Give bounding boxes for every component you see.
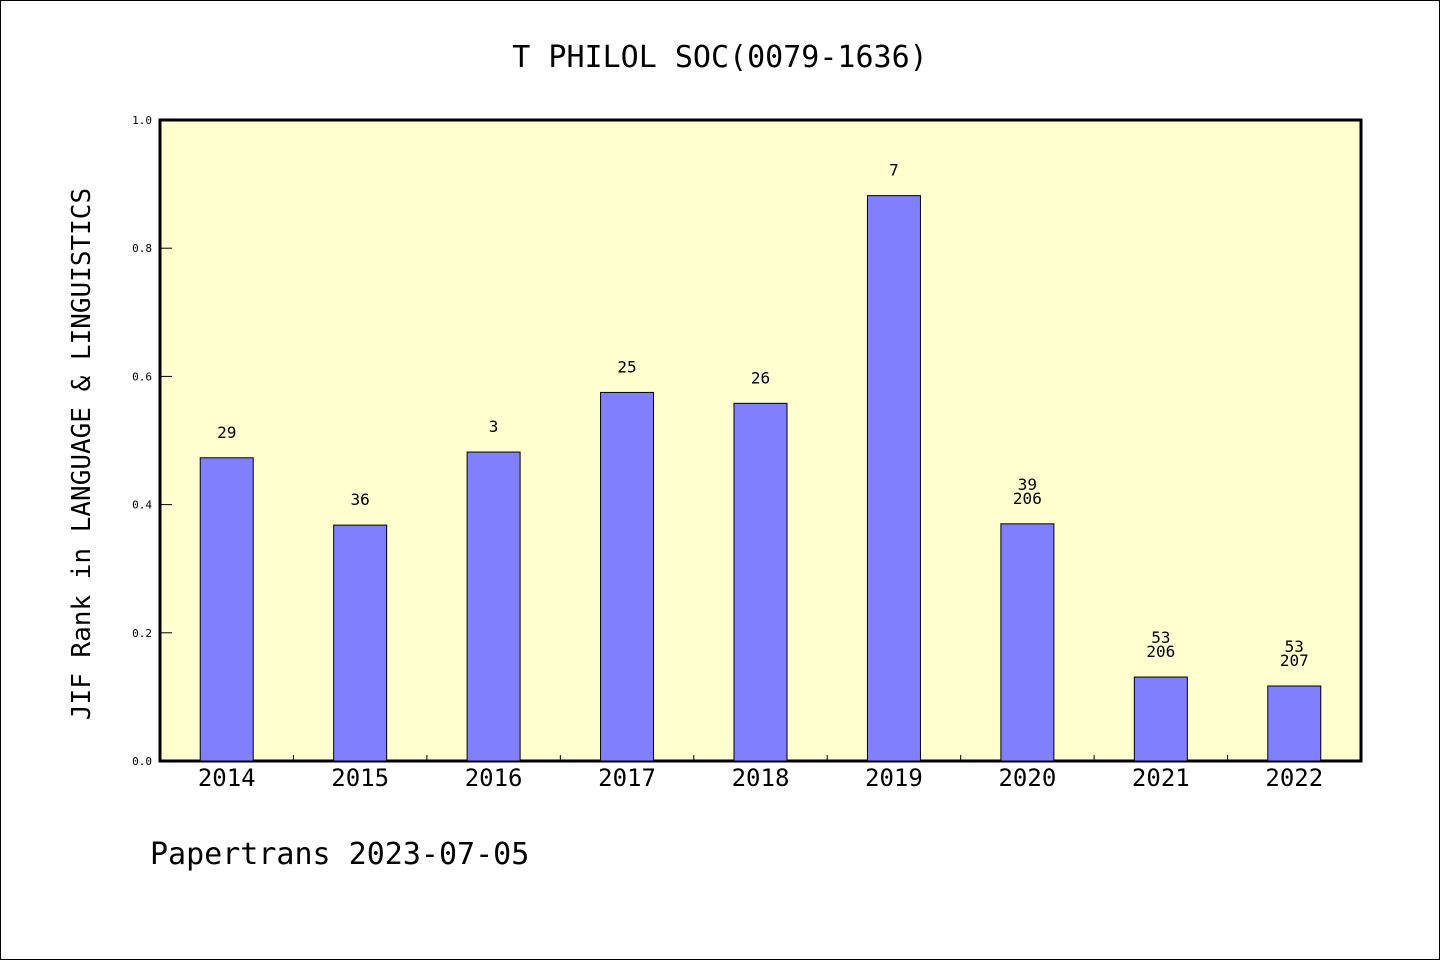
bar-data-label: 207 xyxy=(1280,651,1309,670)
footer-text: Papertrans 2023-07-05 xyxy=(150,837,529,872)
bar-2022 xyxy=(1267,685,1322,762)
bar-data-label: 39 xyxy=(1018,475,1037,494)
x-tick-label: 2019 xyxy=(865,764,923,792)
bar-data-label: 206 xyxy=(1146,642,1175,661)
x-tick-label: 2022 xyxy=(1265,764,1323,792)
bar-data-label: 7 xyxy=(889,161,899,180)
x-tick-label: 2015 xyxy=(331,764,389,792)
bar-data-label: 3 xyxy=(489,417,499,436)
y-tick-label: 0.4 xyxy=(132,499,152,512)
bar-2015 xyxy=(333,524,388,762)
bar-data-label: 53 xyxy=(1285,637,1304,656)
bar-data-label: 53 xyxy=(1151,628,1170,647)
x-tick-label: 2018 xyxy=(732,764,790,792)
y-axis-label: JIF Rank in LANGUAGE & LINGUISTICS xyxy=(67,188,97,720)
y-tick-label: 0.6 xyxy=(132,370,152,383)
bar-data-label: 206 xyxy=(1013,489,1042,508)
y-tick-label: 0.0 xyxy=(132,755,152,768)
bar-data-label: 25 xyxy=(617,357,636,376)
y-tick-label: 0.2 xyxy=(132,627,152,640)
bar-2019 xyxy=(866,195,921,762)
x-tick-label: 2021 xyxy=(1132,764,1190,792)
x-tick-label: 2016 xyxy=(465,764,523,792)
bar-2017 xyxy=(600,391,655,762)
bar-data-label: 36 xyxy=(351,490,370,509)
y-axis-ticks: 0.0 0.2 0.4 0.6 0.8 1.0 xyxy=(132,114,172,768)
bar-2016 xyxy=(466,451,521,762)
bar-2021 xyxy=(1133,676,1188,762)
x-tick-label: 2020 xyxy=(998,764,1056,792)
x-tick-label: 2017 xyxy=(598,764,656,792)
bar-2014 xyxy=(199,457,254,762)
chart-title: T PHILOL SOC(0079-1636) xyxy=(512,40,927,75)
x-axis-ticks: 2014 2015 2016 2017 2018 2019 2020 2021 2022 xyxy=(198,755,1323,792)
bar-2020 xyxy=(1000,523,1055,762)
x-tick-label: 2014 xyxy=(198,764,256,792)
y-tick-label: 1.0 xyxy=(132,114,152,127)
bar-data-label: 29 xyxy=(217,423,236,442)
bar-data-label: 26 xyxy=(751,368,770,387)
bar-2018 xyxy=(733,402,788,762)
y-tick-label: 0.8 xyxy=(132,242,152,255)
